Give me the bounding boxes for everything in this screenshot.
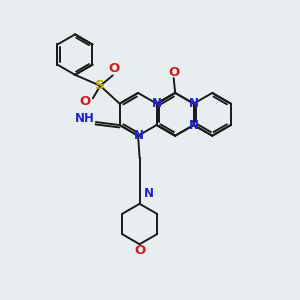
Text: N: N xyxy=(189,119,199,132)
Text: N: N xyxy=(152,97,162,110)
Text: S: S xyxy=(95,79,105,92)
Text: O: O xyxy=(134,244,145,257)
Text: O: O xyxy=(109,62,120,75)
Text: O: O xyxy=(168,66,179,79)
Text: O: O xyxy=(80,95,91,108)
Text: NH: NH xyxy=(75,112,94,125)
Text: N: N xyxy=(134,129,144,142)
Text: N: N xyxy=(189,97,199,110)
Text: N: N xyxy=(143,187,154,200)
